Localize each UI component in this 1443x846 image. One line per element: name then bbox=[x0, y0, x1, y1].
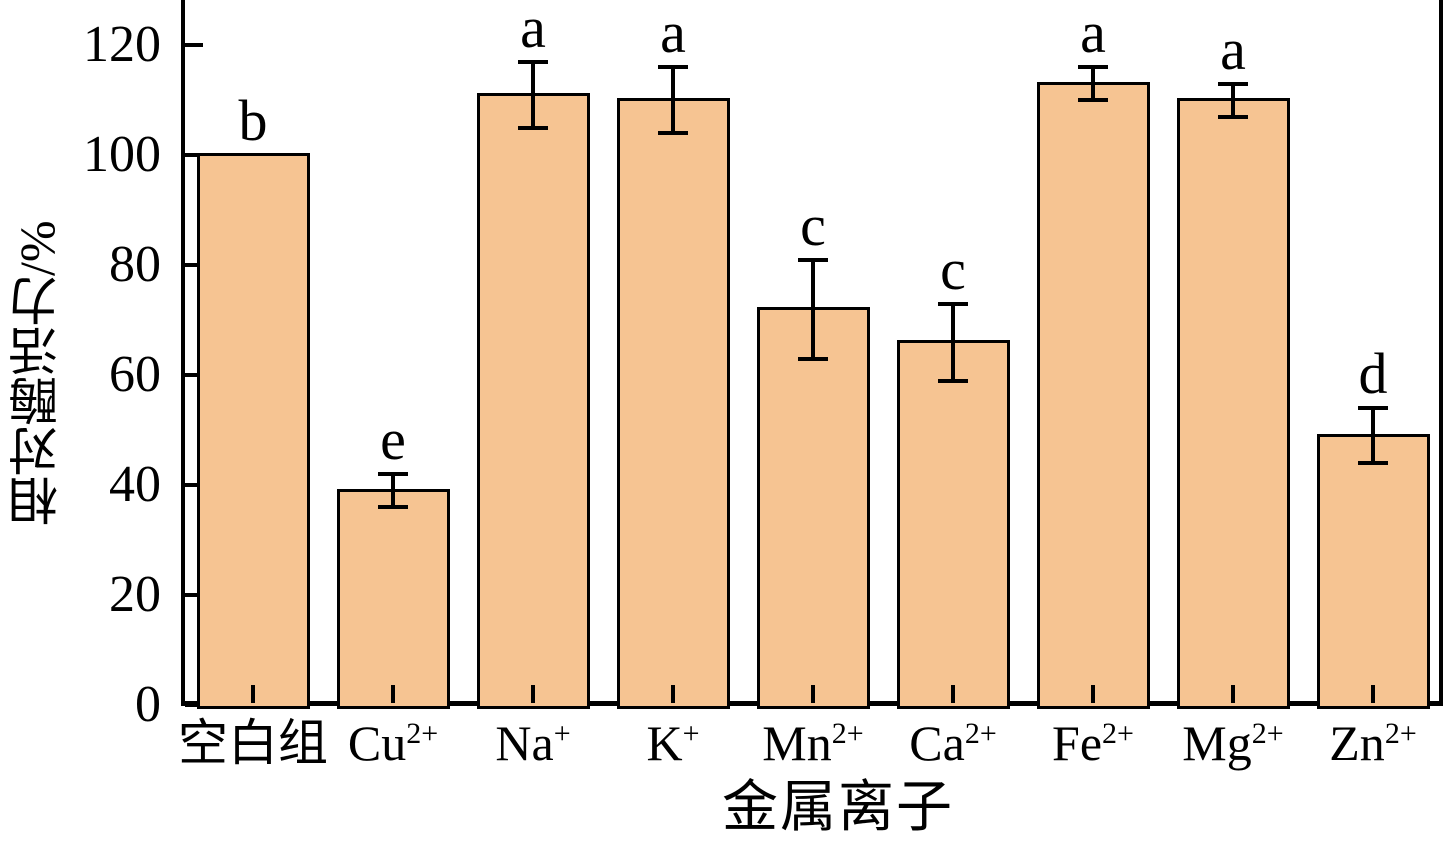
x-tick-mark bbox=[531, 685, 535, 703]
y-tick-label: 120 bbox=[83, 16, 161, 73]
x-tick-label-base: K bbox=[646, 715, 683, 771]
x-tick-label-superscript: + bbox=[682, 717, 700, 750]
error-bar-line bbox=[1371, 408, 1375, 463]
x-tick-label-base: Na bbox=[495, 715, 554, 771]
bar bbox=[476, 92, 590, 709]
x-tick-label: Ca2+ bbox=[868, 712, 1038, 774]
x-tick-mark bbox=[251, 685, 255, 703]
x-tick-label: Cu2+ bbox=[308, 712, 478, 774]
error-bar-cap-bottom bbox=[1218, 114, 1248, 119]
x-tick-label-base: Cu bbox=[347, 715, 407, 771]
x-tick-label-base: Mn bbox=[762, 715, 832, 771]
significance-letter: a bbox=[520, 0, 546, 60]
error-bar-cap-top bbox=[1358, 406, 1388, 410]
error-bar-cap-top bbox=[378, 472, 408, 476]
error-bar-cap-bottom bbox=[658, 131, 688, 135]
error-bar-cap-top bbox=[1218, 81, 1248, 86]
x-tick-label: Mn2+ bbox=[728, 712, 898, 774]
error-bar-cap-bottom bbox=[1078, 98, 1108, 102]
error-bar-cap-bottom bbox=[798, 356, 828, 361]
error-bar-line bbox=[671, 67, 675, 133]
x-tick-label-base: Mg bbox=[1182, 715, 1252, 771]
error-bar-cap-top bbox=[518, 59, 548, 64]
significance-letter: e bbox=[380, 407, 406, 472]
error-bar-cap-top bbox=[1078, 65, 1108, 69]
y-tick-label: 100 bbox=[83, 126, 161, 183]
error-bar-cap-bottom bbox=[518, 125, 548, 130]
significance-letter: a bbox=[1220, 16, 1246, 82]
x-axis-title: 金属离子 bbox=[722, 777, 954, 839]
x-tick-mark bbox=[1371, 685, 1375, 703]
x-tick-label: 空白组 bbox=[168, 712, 338, 774]
x-tick-mark bbox=[1231, 685, 1235, 703]
bar bbox=[896, 340, 1010, 709]
y-tick-label: 40 bbox=[109, 456, 161, 513]
bar bbox=[756, 307, 870, 709]
error-bar-cap-top bbox=[658, 65, 688, 69]
y-axis-line bbox=[181, 0, 185, 706]
y-tick-mark bbox=[185, 483, 203, 487]
bar bbox=[1036, 81, 1150, 709]
x-tick-label: K+ bbox=[588, 712, 758, 774]
y-tick-mark bbox=[185, 43, 203, 47]
x-tick-label-superscript: + bbox=[553, 717, 571, 750]
x-tick-label-base: Zn bbox=[1329, 715, 1385, 771]
x-tick-mark bbox=[811, 685, 815, 703]
significance-letter: c bbox=[800, 192, 826, 258]
y-tick-label: 80 bbox=[109, 236, 161, 293]
y-tick-label: 0 bbox=[135, 676, 161, 733]
error-bar-line bbox=[391, 474, 395, 507]
error-bar-cap-bottom bbox=[938, 378, 968, 383]
error-bar-cap-top bbox=[938, 301, 968, 306]
y-tick-mark bbox=[185, 373, 203, 377]
right-spine-line bbox=[1439, 0, 1443, 706]
significance-letter: a bbox=[660, 0, 686, 65]
x-tick-label-superscript: 2+ bbox=[1384, 717, 1417, 750]
x-tick-mark bbox=[671, 685, 675, 703]
x-tick-label: Mg2+ bbox=[1148, 712, 1318, 774]
bar bbox=[336, 488, 450, 709]
x-tick-label: Na+ bbox=[448, 712, 618, 774]
x-tick-label-base: Fe bbox=[1052, 715, 1103, 771]
error-bar-line bbox=[1231, 83, 1235, 117]
y-tick-mark bbox=[185, 263, 203, 267]
significance-letter: b bbox=[238, 88, 268, 153]
x-tick-mark bbox=[1091, 685, 1095, 703]
x-tick-label: Zn2+ bbox=[1288, 712, 1443, 774]
y-tick-mark bbox=[185, 153, 203, 157]
x-tick-label-superscript: 2+ bbox=[1102, 717, 1134, 750]
x-tick-label-superscript: 2+ bbox=[964, 717, 997, 750]
x-tick-label: Fe2+ bbox=[1008, 712, 1178, 774]
x-tick-label-superscript: 2+ bbox=[831, 717, 864, 750]
error-bar-cap-bottom bbox=[378, 505, 408, 509]
bar bbox=[1316, 433, 1430, 709]
error-bar-cap-bottom bbox=[1358, 461, 1388, 465]
y-tick-label: 20 bbox=[109, 566, 161, 623]
significance-letter: c bbox=[940, 236, 966, 302]
bar bbox=[1176, 98, 1290, 709]
x-tick-mark bbox=[951, 685, 955, 703]
x-tick-label-superscript: 2+ bbox=[1251, 717, 1284, 750]
bar bbox=[616, 98, 730, 709]
x-tick-label-base: Ca bbox=[909, 715, 965, 771]
y-tick-mark bbox=[185, 593, 203, 597]
x-tick-mark bbox=[391, 685, 395, 703]
error-bar-line bbox=[1091, 67, 1095, 100]
error-bar-line bbox=[951, 303, 955, 381]
error-bar-line bbox=[811, 259, 815, 359]
significance-letter: a bbox=[1080, 0, 1106, 65]
x-tick-label-base: 空白组 bbox=[178, 715, 328, 771]
y-tick-label: 60 bbox=[109, 346, 161, 403]
x-tick-label-superscript: 2+ bbox=[406, 717, 439, 750]
bar bbox=[196, 153, 310, 709]
error-bar-cap-top bbox=[798, 257, 828, 262]
significance-letter: d bbox=[1358, 341, 1388, 406]
error-bar-line bbox=[531, 61, 535, 128]
